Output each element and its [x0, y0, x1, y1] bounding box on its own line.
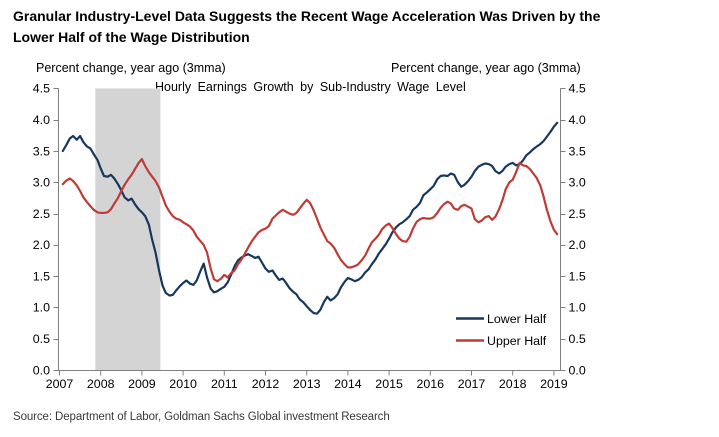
x-tick-label: 2016: [417, 377, 445, 391]
x-tick-label: 2017: [458, 377, 486, 391]
series-upper-half: [61, 158, 559, 283]
y-tick-label-left: 2.5: [33, 207, 50, 221]
x-tick-label: 2008: [87, 377, 115, 391]
y-tick-label-right: 4.5: [569, 82, 586, 96]
y-tick-label-right: 3.5: [569, 144, 586, 158]
x-tick-label: 2010: [169, 377, 197, 391]
y-tick-label-left: 3.5: [33, 144, 50, 158]
y-axis-labels-left: 0.0 0.5 1.0 1.5 2.0 2.5 3.0 3.5 4.0 4.5: [33, 82, 50, 378]
x-tick-label: 2014: [334, 377, 362, 391]
series-lower-half: [61, 121, 559, 315]
y-tick-label-right: 3.0: [569, 176, 586, 190]
y-tick-label-right: 0.5: [569, 332, 586, 346]
y-tick-label-right: 1.0: [569, 301, 586, 315]
x-axis-labels: 2007 2008 2009 2010 2011 2012 2013 2014 2015 2016…: [46, 377, 568, 391]
x-tick-label: 2013: [293, 377, 321, 391]
y-tick-label-left: 1.5: [33, 269, 50, 283]
y-tick-label-left: 2.0: [33, 238, 50, 252]
y-tick-label-left: 4.0: [33, 113, 50, 127]
legend: Lower Half Upper Half: [456, 312, 547, 348]
x-tick-label: 2018: [499, 377, 527, 391]
x-tick-label: 2019: [540, 377, 568, 391]
source-text: Source: Department of Labor, Goldman Sac…: [13, 411, 390, 423]
y-tick-label-left: 3.0: [33, 176, 50, 190]
y-tick-label-left: 4.5: [33, 82, 50, 96]
legend-label-upper-half: Upper Half: [487, 334, 547, 348]
page-title-line1: Granular Industry-Level Data Suggests th…: [13, 8, 601, 24]
y-tick-label-right: 2.5: [569, 207, 586, 221]
y-axis-labels-right: 0.0 0.5 1.0 1.5 2.0 2.5 3.0 3.5 4.0 4.5: [569, 82, 586, 378]
x-tick-label: 2007: [46, 377, 74, 391]
x-tick-label: 2012: [252, 377, 280, 391]
y-tick-label-left: 0.0: [33, 363, 50, 377]
y-tick-label-right: 4.0: [569, 113, 586, 127]
legend-label-lower-half: Lower Half: [487, 312, 547, 326]
axes: [53, 88, 566, 376]
y-tick-label-left: 0.5: [33, 332, 50, 346]
x-tick-label: 2011: [211, 377, 238, 391]
x-tick-label: 2015: [375, 377, 403, 391]
x-tick-label: 2009: [128, 377, 156, 391]
page-title-line2: Lower Half of the Wage Distribution: [13, 29, 250, 45]
y-tick-label-right: 0.0: [569, 363, 586, 377]
y-axis-unit-left: Percent change, year ago (3mma): [36, 61, 226, 75]
y-tick-label-right: 2.0: [569, 238, 586, 252]
y-tick-label-right: 1.5: [569, 269, 586, 283]
y-tick-label-left: 1.0: [33, 301, 50, 315]
chart-subtitle: Hourly Earnings Growth by Sub-Industry W…: [155, 80, 466, 94]
y-axis-unit-right: Percent change, year ago (3mma): [391, 61, 581, 75]
page-title: Granular Industry-Level Data Suggests th…: [13, 6, 703, 48]
